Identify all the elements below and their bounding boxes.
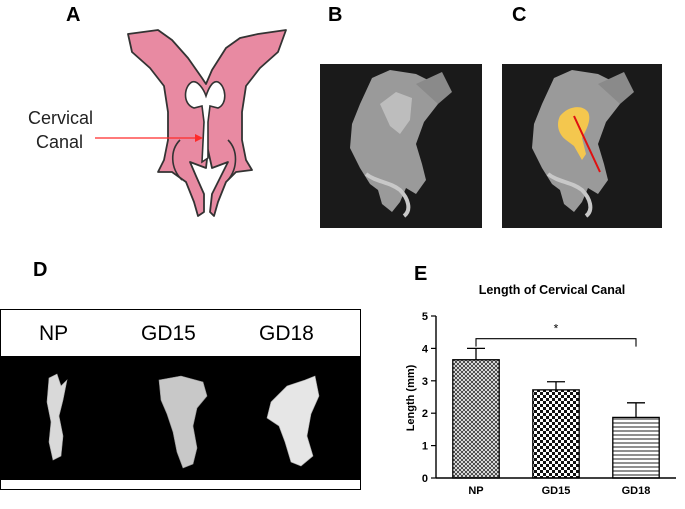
x-tick-label: GD15 xyxy=(542,485,571,497)
significance-marker: * xyxy=(554,322,559,336)
strip-label-gd15: GD15 xyxy=(141,322,196,345)
panel-label-d: D xyxy=(33,259,48,281)
cervical-canal-label-line1: Cervical xyxy=(28,108,94,128)
cervical-canal-label-line2: Canal xyxy=(36,132,84,152)
y-tick-label: 3 xyxy=(422,376,428,388)
reconstruction-background xyxy=(1,356,360,480)
bar-gd18 xyxy=(612,416,660,479)
ct-scan-c xyxy=(502,64,662,228)
y-tick-label: 5 xyxy=(422,311,428,323)
y-tick-label: 2 xyxy=(422,408,428,420)
x-tick-label: NP xyxy=(468,485,483,497)
reconstruction-strip: NP GD15 GD18 xyxy=(0,309,361,490)
x-tick-label: GD18 xyxy=(622,485,651,497)
significance-bracket xyxy=(475,338,637,347)
panel-label-e: E xyxy=(414,263,428,285)
cervical-canal-label: Cervical Canal xyxy=(28,106,93,154)
canal-overlay xyxy=(558,107,590,160)
strip-label-gd18: GD18 xyxy=(259,322,314,345)
strip-label-np: NP xyxy=(39,322,69,345)
chart-title: Length of Cervical Canal xyxy=(479,283,626,297)
reconstruction-gd18 xyxy=(266,375,320,467)
bar-np xyxy=(452,359,500,479)
reconstruction-gd15 xyxy=(158,375,208,469)
canal-lumen xyxy=(184,80,226,164)
bar-gd15 xyxy=(532,389,580,479)
ct-scan-b xyxy=(320,64,482,228)
panel-label-b: B xyxy=(328,4,343,26)
panel-label-c: C xyxy=(512,4,527,26)
panel-label-a: A xyxy=(66,4,81,26)
y-tick-label: 1 xyxy=(422,441,428,453)
y-tick-label: 4 xyxy=(422,343,429,355)
canal-length-line xyxy=(573,115,601,173)
bar-chart: Length of Cervical Canal Length (mm) 0 1 2… xyxy=(405,283,676,497)
cervical-canal-arrow xyxy=(95,134,203,142)
y-axis-label: Length (mm) xyxy=(405,364,417,431)
y-tick-label: 0 xyxy=(422,473,428,485)
cervix-diagram xyxy=(127,29,287,217)
reconstruction-np xyxy=(46,373,68,461)
